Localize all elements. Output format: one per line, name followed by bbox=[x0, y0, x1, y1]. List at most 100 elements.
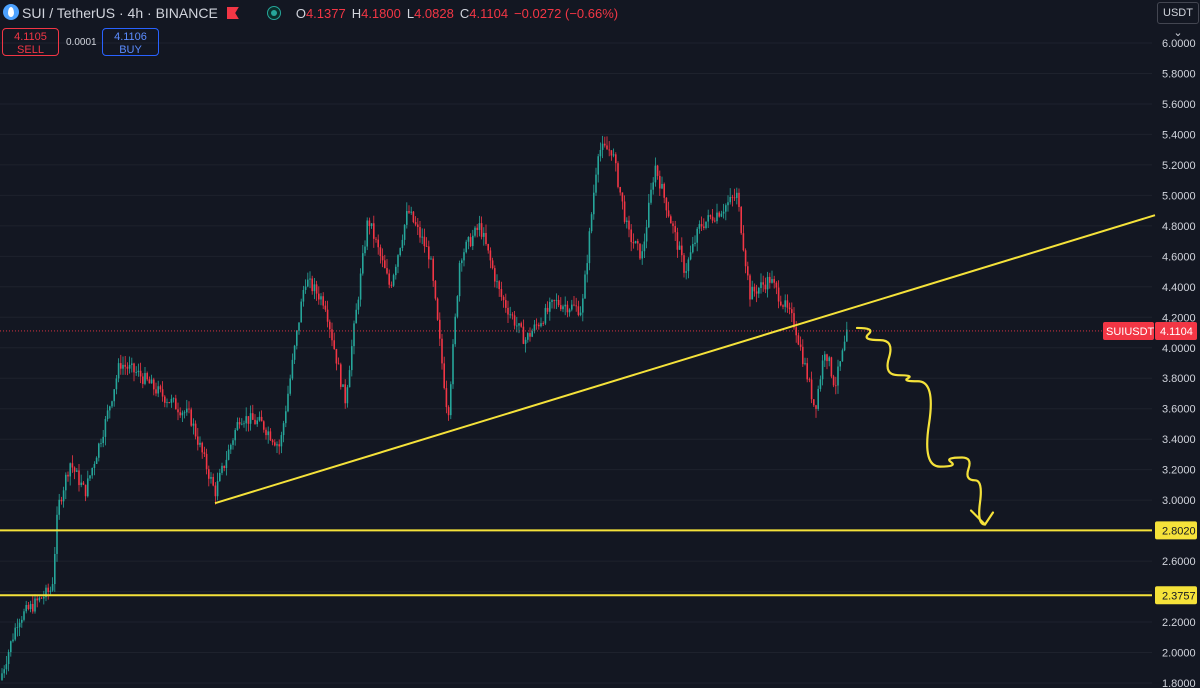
candle-body bbox=[287, 393, 289, 412]
candle-body bbox=[725, 205, 727, 212]
candle-body bbox=[337, 363, 340, 365]
candle-body bbox=[249, 413, 252, 424]
candle-body bbox=[760, 282, 762, 288]
candle-body bbox=[522, 326, 525, 344]
candle-body bbox=[122, 364, 124, 369]
candle-body bbox=[546, 307, 549, 312]
candle-body bbox=[381, 256, 384, 261]
candle-body bbox=[304, 286, 307, 290]
candle-body bbox=[841, 350, 844, 362]
candle-body bbox=[698, 224, 701, 229]
candle-body bbox=[150, 379, 153, 384]
candle-body bbox=[7, 652, 10, 665]
candle-body bbox=[821, 360, 824, 380]
candle-body bbox=[568, 309, 571, 313]
candle-body bbox=[516, 325, 518, 327]
sui-logo-icon bbox=[3, 4, 19, 20]
candle-body bbox=[403, 224, 406, 240]
candle-body bbox=[663, 183, 665, 198]
support-level-label: 2.8020 bbox=[1162, 525, 1196, 537]
candle-body bbox=[456, 296, 459, 317]
candle-body bbox=[665, 197, 668, 211]
symbol-title[interactable]: SUI / TetherUS · 4h · BINANCE bbox=[22, 5, 218, 21]
candle-body bbox=[584, 274, 586, 299]
candle-body bbox=[175, 398, 177, 410]
ohlc-value: 4.0828 bbox=[414, 5, 454, 21]
candle-body bbox=[784, 300, 786, 307]
candle-body bbox=[247, 416, 250, 424]
candle-body bbox=[650, 189, 652, 203]
candle-body bbox=[590, 214, 593, 232]
sell-button[interactable]: 4.1105 SELL bbox=[2, 28, 59, 56]
candle-body bbox=[252, 413, 254, 420]
last-price-tag bbox=[1155, 321, 1197, 340]
candle-body bbox=[645, 227, 648, 242]
sell-price: 4.1105 bbox=[14, 31, 47, 43]
candle-body bbox=[335, 349, 338, 364]
candle-body bbox=[333, 340, 335, 350]
candle-body bbox=[80, 482, 82, 486]
candle-body bbox=[126, 366, 129, 369]
candle-body bbox=[612, 154, 615, 156]
buy-button[interactable]: 4.1106 BUY bbox=[102, 28, 159, 56]
candle-body bbox=[377, 239, 379, 248]
candle-body bbox=[1, 673, 3, 680]
candle-body bbox=[315, 284, 318, 294]
candle-body bbox=[773, 279, 775, 283]
candle-body bbox=[604, 143, 606, 146]
support-level-tag bbox=[1155, 586, 1197, 605]
candle-body bbox=[813, 399, 815, 406]
candle-body bbox=[628, 220, 630, 230]
candle-body bbox=[601, 143, 604, 150]
candle-body bbox=[425, 246, 428, 247]
ohlc-key: C bbox=[459, 5, 470, 21]
candle-body bbox=[285, 411, 287, 424]
candle-body bbox=[194, 423, 197, 437]
candle-body bbox=[348, 370, 351, 388]
buy-price: 4.1106 bbox=[114, 31, 147, 43]
candle-body bbox=[513, 315, 516, 326]
candle-body bbox=[364, 246, 366, 254]
market-status-icon bbox=[266, 6, 281, 20]
candle-body bbox=[302, 289, 305, 302]
candle-body bbox=[797, 335, 800, 345]
flag-icon[interactable] bbox=[226, 7, 239, 19]
price-tick-label: 5.6000 bbox=[1162, 99, 1196, 111]
candle-body bbox=[747, 266, 749, 276]
candle-body bbox=[483, 232, 485, 237]
currency-dropdown[interactable]: USDT ⌄ bbox=[1157, 2, 1199, 39]
price-tick-label: 6.0000 bbox=[1162, 38, 1196, 50]
candle-body bbox=[428, 246, 430, 260]
candle-body bbox=[843, 341, 846, 351]
candle-body bbox=[21, 619, 23, 623]
candle-body bbox=[186, 408, 188, 413]
candle-body bbox=[579, 312, 582, 316]
candle-body bbox=[417, 224, 419, 228]
candles bbox=[1, 135, 848, 682]
candle-body bbox=[683, 255, 685, 273]
candle-body bbox=[5, 664, 8, 670]
candle-body bbox=[828, 357, 830, 362]
candle-body bbox=[89, 475, 91, 479]
candle-body bbox=[582, 298, 584, 313]
candle-body bbox=[775, 282, 778, 288]
candle-body bbox=[397, 255, 399, 267]
forecast-arrow bbox=[855, 326, 987, 526]
candle-body bbox=[54, 553, 56, 585]
candle-body bbox=[599, 149, 602, 157]
candle-body bbox=[351, 346, 353, 371]
candle-body bbox=[439, 319, 441, 339]
price-tick-label: 3.2000 bbox=[1162, 465, 1196, 477]
candle-body bbox=[84, 484, 87, 497]
candle-body bbox=[153, 379, 155, 390]
candle-body bbox=[762, 282, 764, 285]
price-axis[interactable]: 1.80002.00002.20002.40002.60002.80003.00… bbox=[1103, 38, 1197, 688]
candle-body bbox=[846, 329, 848, 342]
candle-body bbox=[216, 481, 219, 497]
candle-body bbox=[575, 305, 577, 307]
candle-body bbox=[181, 412, 184, 416]
candle-body bbox=[221, 465, 223, 473]
candle-body bbox=[654, 165, 657, 183]
candle-body bbox=[320, 296, 322, 300]
